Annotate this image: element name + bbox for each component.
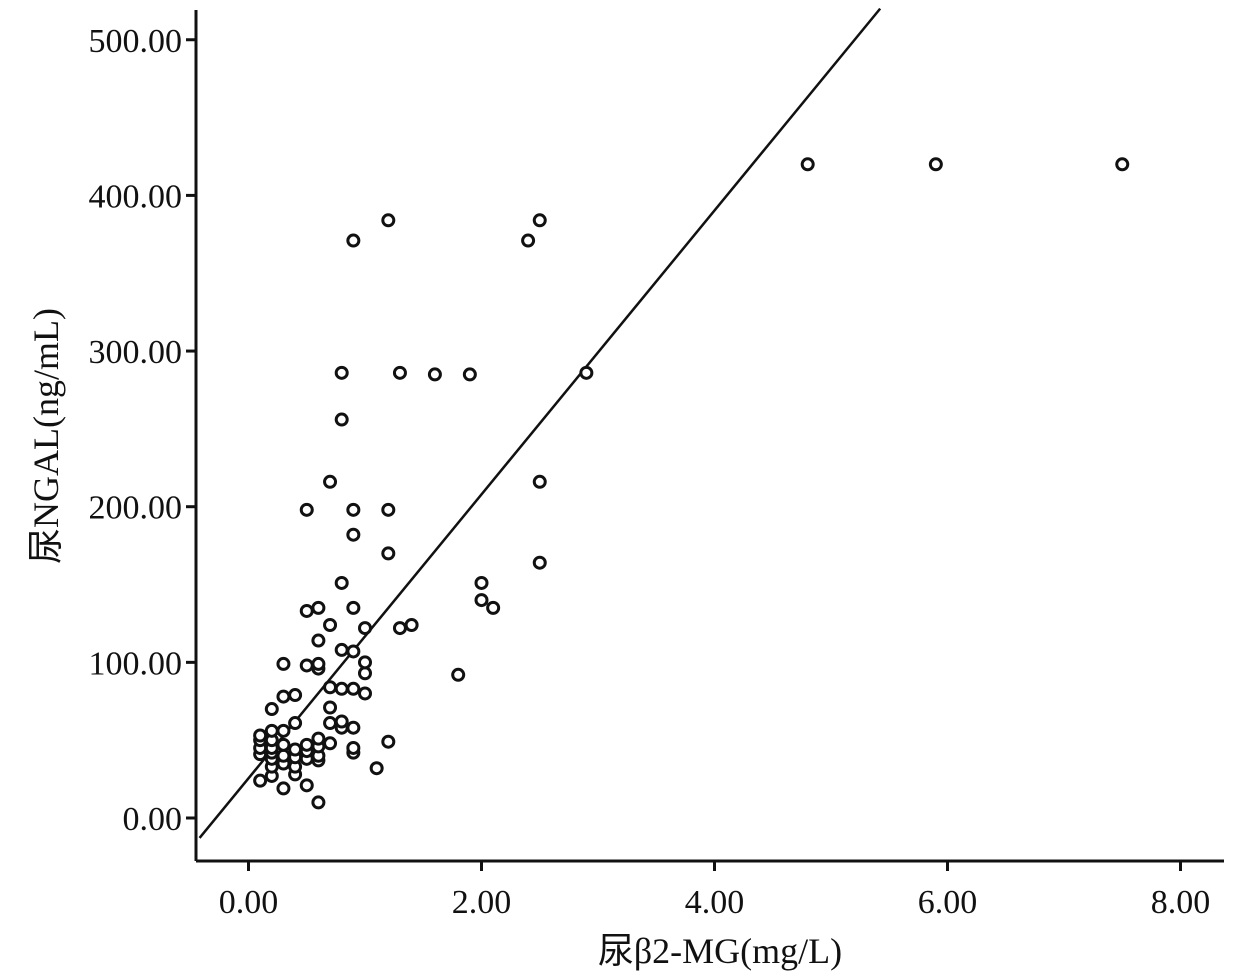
data-point: [928, 157, 943, 172]
data-point: [346, 720, 361, 735]
data-point: [404, 617, 419, 632]
data-point: [253, 773, 268, 788]
data-point: [276, 781, 291, 796]
data-point: [311, 600, 326, 615]
data-point: [288, 716, 303, 731]
fit-line-layer: [198, 7, 882, 839]
y-tick-label: 300.00: [89, 334, 183, 371]
data-point: [253, 728, 268, 743]
data-points-layer: [253, 157, 1130, 810]
data-point: [323, 617, 338, 632]
data-point: [323, 736, 338, 751]
data-point: [358, 621, 372, 636]
data-point: [334, 412, 349, 427]
data-point: [521, 233, 536, 248]
data-point: [532, 555, 547, 570]
data-point: [1115, 157, 1130, 172]
data-point: [462, 367, 477, 382]
x-tick-label: 4.00: [685, 884, 745, 921]
data-point: [323, 716, 338, 731]
data-point: [381, 734, 396, 749]
y-axis-label: 尿NGAL(ng/mL): [26, 308, 66, 564]
data-point: [264, 702, 279, 717]
data-point: [392, 365, 407, 380]
data-point: [311, 731, 326, 746]
data-point: [486, 600, 501, 615]
x-tick-label: 8.00: [1151, 884, 1211, 921]
data-point: [800, 157, 815, 172]
data-point: [276, 723, 291, 738]
data-point: [392, 621, 407, 636]
data-point: [474, 575, 489, 590]
data-point: [323, 700, 338, 715]
data-point: [358, 655, 372, 670]
data-point: [311, 795, 326, 810]
data-point: [427, 367, 442, 382]
data-point: [276, 689, 291, 704]
data-point: [299, 737, 314, 752]
data-point: [299, 778, 314, 793]
data-point: [299, 502, 314, 517]
axes: [194, 10, 1224, 863]
x-axis-ticks: 0.00 2.00 4.00 6.00 8.00: [219, 861, 1211, 921]
data-point: [288, 688, 303, 703]
data-point: [334, 714, 349, 729]
data-point: [334, 575, 349, 590]
data-point: [311, 656, 326, 671]
data-point: [323, 474, 338, 489]
fit-line: [198, 7, 882, 839]
data-point: [311, 633, 326, 648]
data-point: [579, 365, 594, 380]
data-point: [346, 740, 361, 755]
data-point: [276, 748, 291, 763]
y-axis-ticks: 0.00 100.00 200.00 300.00 400.00 500.00: [89, 23, 196, 838]
data-point: [334, 642, 349, 657]
data-point: [276, 737, 291, 752]
data-point: [358, 686, 372, 701]
y-tick-label: 100.00: [89, 645, 183, 682]
data-point: [346, 233, 361, 248]
x-axis-label: 尿β2-MG(mg/L): [598, 931, 842, 971]
data-point: [346, 681, 361, 696]
y-tick-label: 500.00: [89, 23, 183, 60]
data-point: [299, 603, 314, 618]
data-point: [299, 658, 314, 673]
data-point: [276, 656, 291, 671]
data-point: [346, 527, 361, 542]
data-point: [381, 213, 396, 228]
data-point: [346, 502, 361, 517]
x-tick-label: 0.00: [219, 884, 279, 921]
data-point: [323, 680, 338, 695]
data-point: [334, 365, 349, 380]
y-tick-label: 0.00: [123, 801, 183, 838]
data-point: [264, 723, 279, 738]
x-tick-label: 6.00: [918, 884, 978, 921]
data-point: [381, 502, 396, 517]
data-point: [532, 474, 547, 489]
x-tick-label: 2.00: [452, 884, 512, 921]
data-point: [288, 742, 303, 757]
data-point: [346, 600, 361, 615]
data-point: [381, 546, 396, 561]
y-tick-label: 400.00: [89, 178, 183, 215]
data-point: [334, 681, 349, 696]
data-point: [451, 667, 466, 682]
data-point: [369, 761, 384, 776]
data-point: [358, 666, 372, 681]
data-point: [474, 593, 489, 608]
y-tick-label: 200.00: [89, 490, 183, 527]
data-point: [532, 213, 547, 228]
data-point: [346, 644, 361, 659]
